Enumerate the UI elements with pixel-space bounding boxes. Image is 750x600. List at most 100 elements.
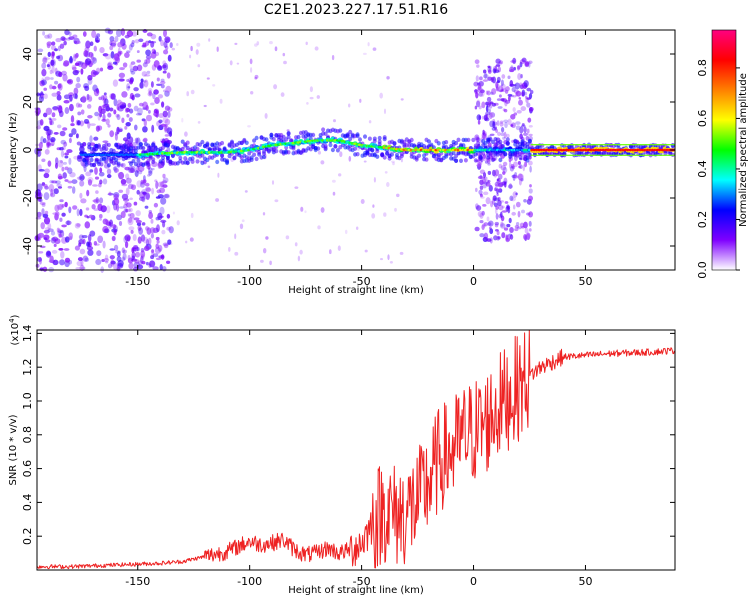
- spectrogram-cell: [497, 131, 501, 137]
- spectrogram-cell: [42, 138, 47, 144]
- spectrogram-cell: [488, 105, 493, 109]
- spectrogram-cell: [137, 225, 142, 231]
- spectrogram-cell: [146, 158, 151, 164]
- spectrogram-cell: [328, 142, 333, 148]
- x-tick-label: -150: [125, 575, 150, 588]
- spectrogram-cell: [65, 220, 72, 226]
- spectrogram-cell: [164, 105, 171, 111]
- spectrogram-cell: [55, 38, 62, 43]
- spectrogram-cell: [40, 266, 44, 272]
- spectrogram-cell: [481, 151, 486, 156]
- spectrogram-cell: [528, 133, 533, 137]
- spectrogram-cell: [47, 51, 52, 58]
- spectrogram-cell: [479, 219, 484, 224]
- spectrogram-cell: [273, 84, 278, 90]
- spectrogram-cell: [111, 235, 116, 242]
- spectrogram-cell: [99, 111, 103, 118]
- spectrogram-cell: [148, 260, 156, 268]
- x-tick-label: -100: [237, 275, 262, 288]
- spectrogram-cell: [127, 257, 134, 264]
- spectrogram-cell: [106, 174, 112, 179]
- spectrogram-cell: [494, 228, 499, 232]
- spectrogram-cell: [505, 140, 510, 146]
- spectrogram-cell: [507, 93, 513, 97]
- spectrogram-cell: [72, 205, 78, 210]
- spectrogram-cell: [486, 238, 492, 242]
- spectrogram-cell: [57, 204, 63, 211]
- spectrogram-cell: [507, 184, 513, 189]
- spectrogram-cell: [481, 224, 485, 230]
- spectrogram-cell: [114, 133, 118, 141]
- spectrogram-cell: [116, 126, 120, 135]
- snr-scale-label: (x104): [8, 314, 21, 345]
- spectrogram-cell: [103, 228, 109, 234]
- spectrogram-cell: [506, 223, 511, 228]
- spectrogram-cell: [323, 131, 328, 136]
- spectrogram-cell: [43, 192, 50, 201]
- spectrogram-cell: [299, 206, 304, 212]
- spectrogram-cell: [150, 40, 155, 48]
- spectrogram-cell: [86, 104, 92, 109]
- spectrogram-cell: [126, 132, 131, 140]
- spectrogram-cell: [154, 51, 160, 57]
- spectrogram-cell: [505, 235, 510, 243]
- spectrogram-cell: [252, 138, 257, 143]
- spectrogram-cell: [44, 57, 51, 60]
- spectrogram-cell: [162, 115, 169, 124]
- spectrogram-cell: [142, 137, 148, 143]
- spectrogram-cell: [48, 138, 54, 143]
- spectrogram-cell: [42, 55, 47, 63]
- spectrogram-cell: [377, 135, 382, 141]
- spectrogram-cell: [94, 243, 100, 246]
- spectrogram-cell: [503, 131, 507, 139]
- spectrogram-cell: [155, 181, 159, 189]
- spectrogram-cell: [330, 147, 335, 153]
- spectrogram-x-axis-label: Height of straight line (km): [288, 285, 424, 296]
- spectrogram-cell: [501, 232, 506, 239]
- spectrogram-cell: [58, 247, 64, 251]
- snr-panel: -150 -100 -50 0 50 0.2 0.4 0.6 0.8 1.0 1.2 1.4 Hei…: [8, 314, 676, 596]
- spectrogram-cell: [308, 136, 313, 141]
- spectrogram-cell: [382, 136, 387, 142]
- spectrogram-cell: [490, 91, 494, 95]
- spectrogram-cell: [348, 136, 353, 142]
- spectrogram-cell: [488, 108, 492, 113]
- spectrogram-cell: [144, 74, 151, 77]
- spectrogram-cell: [85, 40, 91, 49]
- spectrogram-cell: [157, 244, 163, 252]
- spectrogram-cell: [134, 137, 139, 144]
- spectrogram-cell: [526, 102, 531, 108]
- spectrogram-cell: [64, 257, 71, 263]
- spectrogram-cell: [386, 76, 390, 80]
- spectrogram-cell: [46, 139, 50, 148]
- spectrogram-cell: [87, 74, 93, 81]
- spectrogram-cell: [146, 162, 151, 167]
- spectrogram-cell: [93, 136, 99, 141]
- spectrogram-cell: [362, 52, 367, 55]
- spectrogram-cell: [143, 79, 149, 88]
- spectrogram-cell: [380, 258, 383, 261]
- spectrogram-cell: [148, 167, 153, 174]
- spectrogram-cell: [528, 93, 533, 99]
- spectrogram-cell: [71, 186, 76, 194]
- spectrogram-cell: [484, 181, 489, 185]
- spectrogram-cell: [162, 184, 168, 188]
- spectrogram-cell: [520, 106, 527, 112]
- spectrogram-cell: [510, 114, 516, 120]
- spectrogram-cell: [164, 134, 170, 137]
- snr-frame: [36, 329, 676, 571]
- spectrogram-cell: [122, 198, 130, 202]
- spectrogram-cell: [44, 34, 50, 39]
- spectrogram-cell: [133, 201, 138, 206]
- spectrogram-cell: [136, 59, 141, 63]
- spectrogram-cell: [436, 141, 441, 146]
- spectrogram-cell: [107, 263, 113, 269]
- spectrogram-cell: [59, 130, 66, 137]
- y-tick-label: 0.6: [21, 460, 34, 478]
- spectrogram-cell: [161, 161, 165, 166]
- y-tick-label: -20: [21, 189, 34, 207]
- spectrogram-cell: [80, 198, 87, 204]
- colorbar-tick-label: 0.8: [696, 59, 709, 77]
- spectrogram-cell: [159, 264, 163, 271]
- spectrogram-cell: [283, 60, 287, 65]
